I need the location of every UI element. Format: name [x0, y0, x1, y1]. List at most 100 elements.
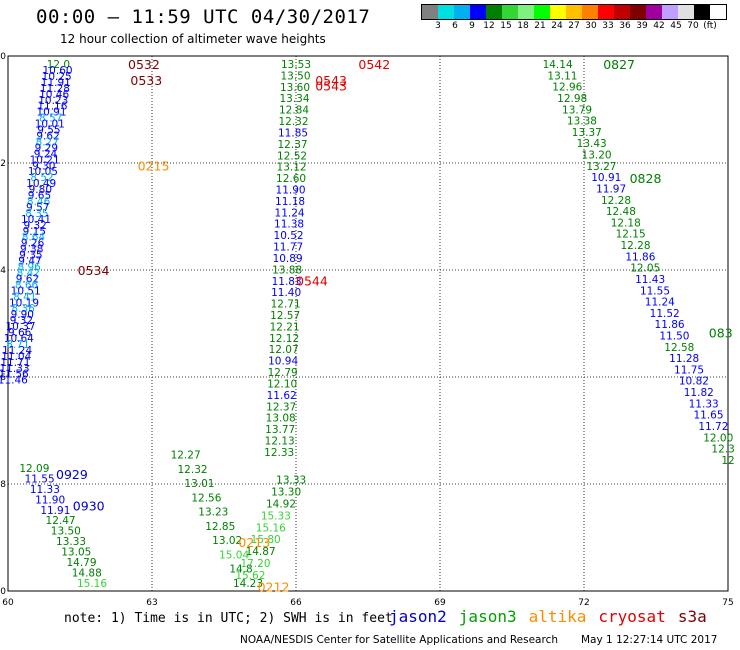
wave-height-label: 10.89	[273, 253, 303, 265]
wave-height-label: 9.90	[11, 309, 34, 321]
wave-height-label: 10.19	[9, 297, 39, 309]
pass-time-label: 0544	[296, 274, 328, 289]
wave-height-label: 13.12	[277, 162, 307, 174]
pass-time-label: 0532	[128, 57, 160, 72]
wave-height-label: 11.24	[645, 297, 675, 309]
color-scale-label: 70	[687, 21, 699, 31]
wave-height-label: 11.55	[640, 285, 670, 297]
pass-time-label: 0534	[78, 263, 110, 278]
wave-height-label: 10.01	[35, 119, 65, 131]
wave-height-label: 11.71	[0, 357, 30, 369]
color-scale-label: 42	[653, 21, 665, 31]
wave-height-label: 12.10	[267, 378, 297, 390]
wave-height-label: 12.79	[268, 367, 298, 379]
color-scale-label: 6	[452, 21, 458, 31]
legend-entry-altika: altika	[528, 607, 587, 626]
wave-height-label: 13.30	[271, 487, 301, 499]
pass-time-label: 0215	[138, 159, 170, 174]
wave-height-label: 10.52	[274, 230, 304, 242]
wave-height-label: 14.88	[72, 568, 102, 580]
wave-height-label: 8.52	[30, 172, 53, 184]
color-scale-label: 24	[551, 21, 563, 31]
wave-height-label: 13.05	[61, 547, 91, 559]
wave-height-label: 9.35	[19, 250, 42, 262]
wave-height-label: 10.21	[30, 154, 60, 166]
wave-height-label: 10.05	[28, 166, 58, 178]
wave-height-label: 8.66	[15, 279, 39, 291]
wave-height-label: 14.14	[543, 59, 573, 71]
color-scale-label: 45	[670, 21, 682, 31]
color-scale-label: 15	[500, 21, 512, 31]
wave-height-label: 11.33	[0, 363, 30, 375]
wave-height-label: 13.77	[265, 424, 295, 436]
wave-height-label: 10.25	[42, 71, 72, 83]
lon-tick-label: 72	[578, 598, 589, 608]
wave-height-label: 12.28	[620, 240, 650, 252]
wave-height-label: 13.08	[266, 413, 296, 425]
color-scale-bar	[421, 4, 727, 20]
wave-height-label: 12.0	[47, 59, 70, 71]
wave-height-label: 13.79	[562, 104, 592, 116]
wave-height-label: 13.33	[276, 475, 306, 487]
wave-height-label: 10.37	[6, 321, 36, 333]
pass-time-label: 0828	[630, 171, 662, 186]
wave-height-label: 9.29	[35, 142, 58, 154]
wave-height-label: 12.47	[46, 515, 76, 527]
wave-height-label: 12.48	[606, 206, 636, 218]
wave-height-label: 15.04	[219, 549, 249, 561]
wave-height-label: 12.18	[611, 217, 641, 229]
wave-height-label: 9.32	[23, 220, 46, 232]
wave-height-label: 12.3	[711, 444, 734, 456]
wave-height-label: 12.15	[616, 229, 646, 241]
pass-time-label: 0543	[315, 78, 347, 93]
pass-time-label: 0213	[238, 535, 270, 550]
wave-height-label: 13.01	[184, 478, 214, 490]
wave-height-label: 8.36	[11, 303, 35, 315]
wave-height-label: 10.49	[26, 178, 56, 190]
wave-height-label: 12.52	[277, 150, 307, 162]
wave-height-label: 12.05	[630, 263, 660, 275]
wave-height-label: 12.84	[279, 105, 309, 117]
wave-height-label: 12.37	[266, 401, 296, 413]
color-swatch	[630, 5, 646, 19]
wave-height-label: 13.43	[577, 138, 607, 150]
wave-height-label: 9.15	[23, 226, 46, 238]
wave-height-label: 11.91	[41, 77, 71, 89]
wave-height-label: 14.79	[66, 557, 96, 569]
color-swatch	[550, 5, 566, 19]
credit-text: NOAA/NESDIS Center for Satellite Applica…	[240, 634, 558, 646]
color-scale-labels: 3 6 9 12 15 18 21 24 27 30 33 36 39 42 45 70 (ft)	[421, 20, 727, 34]
wave-height-label: 13.88	[272, 264, 302, 276]
wave-height-label: 9.66	[8, 327, 32, 339]
wave-height-label: 11.83	[272, 276, 302, 288]
color-swatch	[486, 5, 502, 19]
color-scale-label: (ft)	[703, 21, 717, 31]
wave-height-label: 13.20	[582, 150, 612, 162]
satellite-legend: jason2 jason3 altika cryosat s3a	[389, 607, 719, 626]
wave-height-label: 11.75	[674, 364, 704, 376]
map-frame	[7, 55, 729, 592]
wave-height-label: 12.21	[270, 321, 300, 333]
color-swatch	[518, 5, 534, 19]
legend-entry-jason3: jason3	[458, 607, 517, 626]
wave-height-label: 13.11	[547, 70, 577, 82]
wave-height-label: 13.53	[281, 59, 311, 71]
generated-timestamp: May 1 12:27:14 UTC 2017	[581, 634, 718, 646]
wave-height-label: 9.26	[21, 238, 45, 250]
color-swatch	[438, 5, 454, 19]
wave-height-label: 12.09	[19, 463, 49, 475]
color-scale-label: 18	[517, 21, 529, 31]
wave-height-label: 12.96	[552, 82, 582, 94]
wave-height-label: 9.62	[36, 130, 59, 142]
wave-height-label: 11.65	[693, 410, 723, 422]
wave-height-label: 9.38	[20, 244, 43, 256]
legend-entry-jason2: jason2	[389, 607, 447, 626]
wave-height-label: 13.02	[212, 535, 242, 547]
wave-height-label: 9.80	[29, 184, 52, 196]
lon-tick-label: 66	[290, 598, 302, 608]
wave-height-label: 13.60	[280, 82, 310, 94]
wave-height-label: 8.71	[6, 339, 29, 351]
wave-height-label: 12.32	[178, 464, 208, 476]
lon-tick-label: 60	[2, 598, 14, 608]
wave-height-label: 14.23	[233, 578, 263, 590]
